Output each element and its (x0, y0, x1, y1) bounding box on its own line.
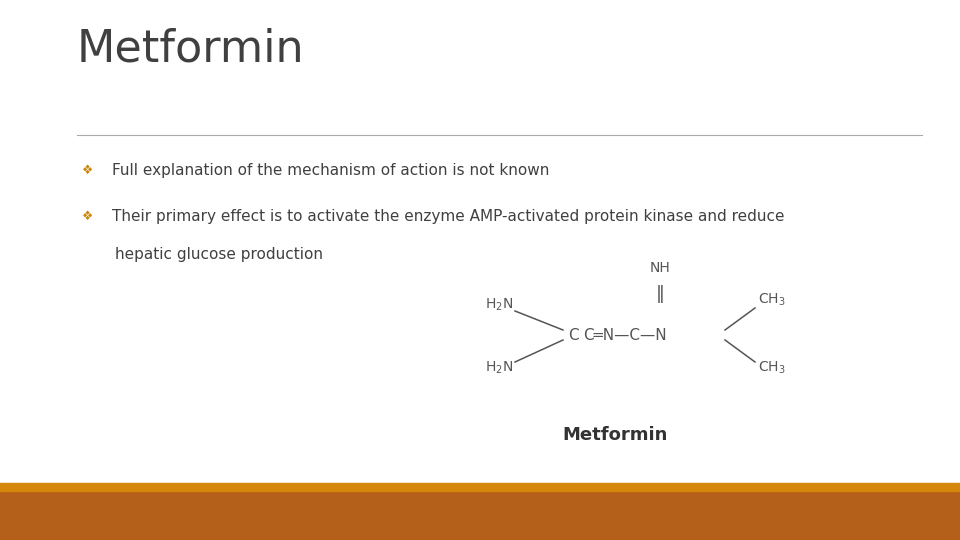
Text: H$_2$N: H$_2$N (485, 297, 513, 313)
Text: hepatic glucose production: hepatic glucose production (115, 247, 324, 262)
Text: ❖: ❖ (82, 164, 93, 177)
Text: Metformin: Metformin (77, 27, 304, 70)
Text: ‖: ‖ (656, 285, 664, 303)
Text: Their primary effect is to activate the enzyme AMP-activated protein kinase and : Their primary effect is to activate the … (112, 208, 785, 224)
Text: C: C (567, 327, 578, 342)
Text: NH: NH (650, 261, 670, 275)
Text: ❖: ❖ (82, 210, 93, 222)
Text: CH$_3$: CH$_3$ (758, 360, 785, 376)
Bar (0, 491, 960, 540)
Bar (0, 483, 960, 491)
Text: C═N—C—N: C═N—C—N (583, 327, 666, 342)
Text: H$_2$N: H$_2$N (485, 360, 513, 376)
Text: Metformin: Metformin (563, 426, 668, 444)
Text: CH$_3$: CH$_3$ (758, 292, 785, 308)
Text: Full explanation of the mechanism of action is not known: Full explanation of the mechanism of act… (112, 163, 550, 178)
